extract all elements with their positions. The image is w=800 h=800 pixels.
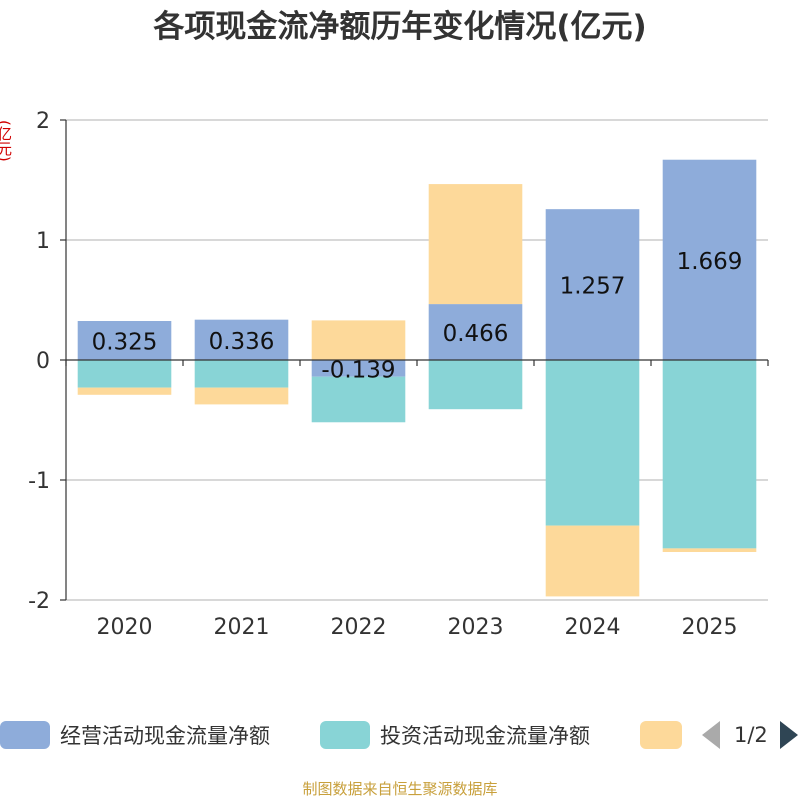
legend-item-operating[interactable]: 经营活动现金流量净额 xyxy=(0,720,270,750)
bar-s2-2021 xyxy=(194,387,289,405)
bar-s1-2022 xyxy=(311,376,406,423)
bar-s0-2022 xyxy=(311,360,406,377)
bar-chart: 2 1 0 -1 -2 2020 2021 2022 2023 2024 2025 0.325 0.33… xyxy=(28,109,769,640)
legend-prev-page-icon[interactable] xyxy=(702,721,720,749)
y-tick-label-4: -2 xyxy=(28,589,50,614)
x-tick-label-2023: 2023 xyxy=(448,615,504,640)
y-tick-label-3: -1 xyxy=(28,469,50,494)
bar-s1-2025 xyxy=(662,360,757,549)
bar-s2-2024 xyxy=(545,525,640,597)
legend-swatch-investing xyxy=(320,721,370,749)
y-tick-label-0: 2 xyxy=(36,109,50,134)
x-tick-label-2022: 2022 xyxy=(331,615,387,640)
y-tick-label-1: 1 xyxy=(36,229,50,254)
data-source-footer: 制图数据来自恒生聚源数据库 xyxy=(302,780,498,798)
chart-title: 各项现金流净额历年变化情况(亿元) xyxy=(153,9,647,45)
legend-next-page-icon[interactable] xyxy=(779,721,798,749)
data-label-2021: 0.336 xyxy=(209,329,275,355)
data-label-2025: 1.669 xyxy=(677,249,743,275)
data-label-2022: -0.139 xyxy=(321,357,395,383)
legend-swatch-operating xyxy=(0,721,50,749)
legend-swatch-financing xyxy=(640,721,682,749)
legend-label-operating: 经营活动现金流量净额 xyxy=(60,724,270,748)
chart-legend: 经营活动现金流量净额 投资活动现金流量净额 1/2 xyxy=(0,712,800,756)
legend-item-financing[interactable] xyxy=(640,720,692,750)
legend-page-indicator: 1/2 xyxy=(734,723,768,747)
x-tick-label-2024: 2024 xyxy=(565,615,621,640)
bar-s0-2024 xyxy=(545,209,640,360)
data-label-2024: 1.257 xyxy=(560,274,626,300)
legend-item-investing[interactable]: 投资活动现金流量净额 xyxy=(320,720,590,750)
x-tick-label-2020: 2020 xyxy=(97,615,153,640)
legend-label-investing: 投资活动现金流量净额 xyxy=(380,724,590,748)
bar-s2-2025 xyxy=(662,548,757,552)
bar-s0-2020 xyxy=(77,321,172,360)
bar-s0-2021 xyxy=(194,319,289,360)
bar-s0-2023 xyxy=(428,304,523,360)
legend-pager: 1/2 xyxy=(700,720,800,750)
x-tick-label-2021: 2021 xyxy=(214,615,270,640)
x-tick-label-2025: 2025 xyxy=(682,615,738,640)
y-axis-unit-label: (亿元) xyxy=(0,120,13,162)
bar-s0-2025 xyxy=(662,159,757,360)
bar-s1-2024 xyxy=(545,360,640,526)
bar-s1-2023 xyxy=(428,360,523,410)
data-label-2020: 0.325 xyxy=(92,330,158,356)
bar-s2-2023 xyxy=(428,184,523,305)
bar-s2-2022 xyxy=(311,320,406,360)
bar-s2-2020 xyxy=(77,387,172,395)
data-label-2023: 0.466 xyxy=(443,321,509,347)
bar-s1-2021 xyxy=(194,360,289,388)
y-tick-label-2: 0 xyxy=(36,349,50,374)
bar-s1-2020 xyxy=(77,360,172,388)
